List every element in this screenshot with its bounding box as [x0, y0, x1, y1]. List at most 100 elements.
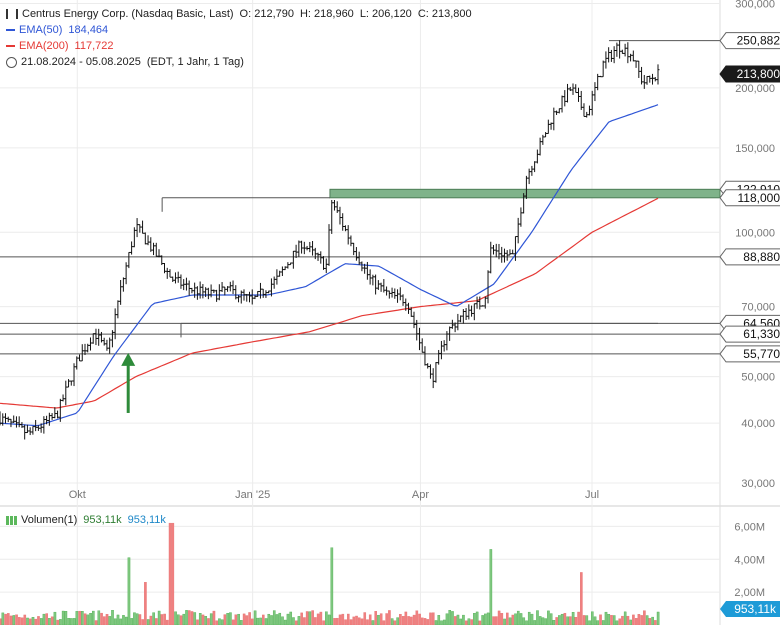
volume-bar	[56, 619, 59, 625]
y-tick-label: 40,000	[741, 418, 775, 430]
volume-bar	[558, 615, 561, 625]
volume-bar	[166, 619, 169, 625]
volume-bar	[122, 615, 125, 625]
volume-bar	[113, 618, 117, 625]
volume-bar	[508, 617, 512, 625]
volume-bar	[492, 616, 495, 625]
volume-bar	[525, 620, 528, 625]
volume-bar	[503, 618, 506, 625]
volume-bar	[336, 617, 339, 625]
volume-bar	[478, 620, 482, 625]
volume-label: Volumen(1)	[21, 514, 78, 526]
volume-bar	[486, 612, 490, 625]
ema200-value: 117,722	[74, 40, 114, 52]
volume-bar	[135, 613, 139, 625]
volume-bar	[470, 619, 473, 625]
volume-bar	[50, 616, 54, 625]
volume-bar	[78, 610, 81, 625]
volume-bar	[423, 618, 427, 625]
volume-bar	[610, 615, 613, 625]
volume-bar	[607, 614, 611, 625]
volume-bar	[204, 616, 208, 625]
volume-bar	[311, 610, 314, 625]
volume-bar	[237, 613, 240, 625]
volume-bar	[133, 612, 136, 625]
volume-bar	[185, 610, 188, 625]
volume-bar	[453, 616, 457, 625]
ema50-path	[0, 104, 659, 427]
ema200-label: EMA(200)	[19, 40, 69, 52]
legend-ema200-row[interactable]: EMA(200) 117,722	[6, 38, 472, 54]
x-tick-label: Jan '25	[235, 489, 270, 501]
price-label-badge	[719, 345, 780, 363]
volume-bar	[519, 613, 523, 625]
volume-bar	[431, 612, 435, 625]
volume-bar	[632, 614, 635, 625]
volume-bar	[9, 615, 13, 625]
volume-bar	[459, 618, 463, 625]
x-tick-label: Apr	[412, 489, 429, 501]
volume-bar	[541, 617, 545, 625]
volume-bar	[292, 617, 295, 625]
ohlc-bars	[0, 40, 660, 440]
price-label-text: 118,000	[738, 191, 780, 205]
volume-bar	[390, 618, 394, 625]
volume-bar	[53, 611, 57, 625]
price-label-badge	[719, 65, 780, 83]
volume-bar	[593, 616, 597, 625]
volume-bar	[643, 610, 646, 625]
volume-bar	[374, 611, 378, 625]
volume-bar	[346, 613, 350, 625]
volume-bar	[571, 612, 575, 625]
volume-bar	[28, 618, 32, 625]
volume-bar	[37, 616, 40, 625]
volume-bar	[511, 614, 515, 625]
volume-bar	[149, 615, 153, 625]
ema50-swatch	[6, 29, 15, 31]
horizontal-lines	[0, 40, 720, 355]
legend-title-row: Centrus Energy Corp. (Nasdaq Basic, Last…	[6, 6, 472, 22]
volume-bar	[248, 612, 251, 625]
volume-bar	[500, 613, 504, 625]
volume-bar	[327, 614, 331, 625]
volume-bar	[456, 614, 460, 625]
volume-bar	[218, 618, 221, 625]
volume-bar	[267, 613, 271, 625]
volume-bar	[220, 619, 224, 625]
volume-bar	[308, 611, 312, 625]
volume-bar	[418, 613, 421, 625]
price-label-text: 250,882	[737, 34, 780, 48]
volume-bar	[319, 611, 323, 625]
volume-bar	[7, 613, 10, 625]
volume-bar	[281, 616, 284, 625]
volume-bar	[20, 617, 24, 625]
volume-bar	[81, 611, 84, 625]
volume-bar	[251, 618, 254, 625]
volume-bar	[522, 617, 526, 625]
volume-bar	[355, 615, 358, 625]
volume-bar	[102, 616, 106, 625]
volume-bar	[412, 614, 416, 625]
legend-ema50-row[interactable]: EMA(50) 184,464	[6, 22, 472, 38]
volume-bar	[209, 613, 213, 625]
volume-bar	[547, 610, 550, 625]
ema200-line	[0, 197, 659, 409]
volume-bar	[651, 616, 654, 625]
volume-bar	[108, 616, 112, 625]
volume-bar	[23, 614, 27, 625]
volume-bar	[489, 549, 493, 625]
volume-bar	[174, 611, 177, 625]
volume-bar	[83, 613, 87, 625]
volume-bar	[187, 610, 191, 625]
volume-bar	[4, 613, 7, 625]
volume-bar	[629, 619, 632, 625]
volume-bar	[100, 612, 103, 625]
volume-last-badge	[720, 601, 780, 617]
volume-bar	[256, 617, 260, 625]
volume-bar	[448, 610, 452, 625]
volume-bar	[451, 611, 454, 625]
volume-bar	[426, 619, 430, 625]
volume-bar	[119, 618, 123, 625]
